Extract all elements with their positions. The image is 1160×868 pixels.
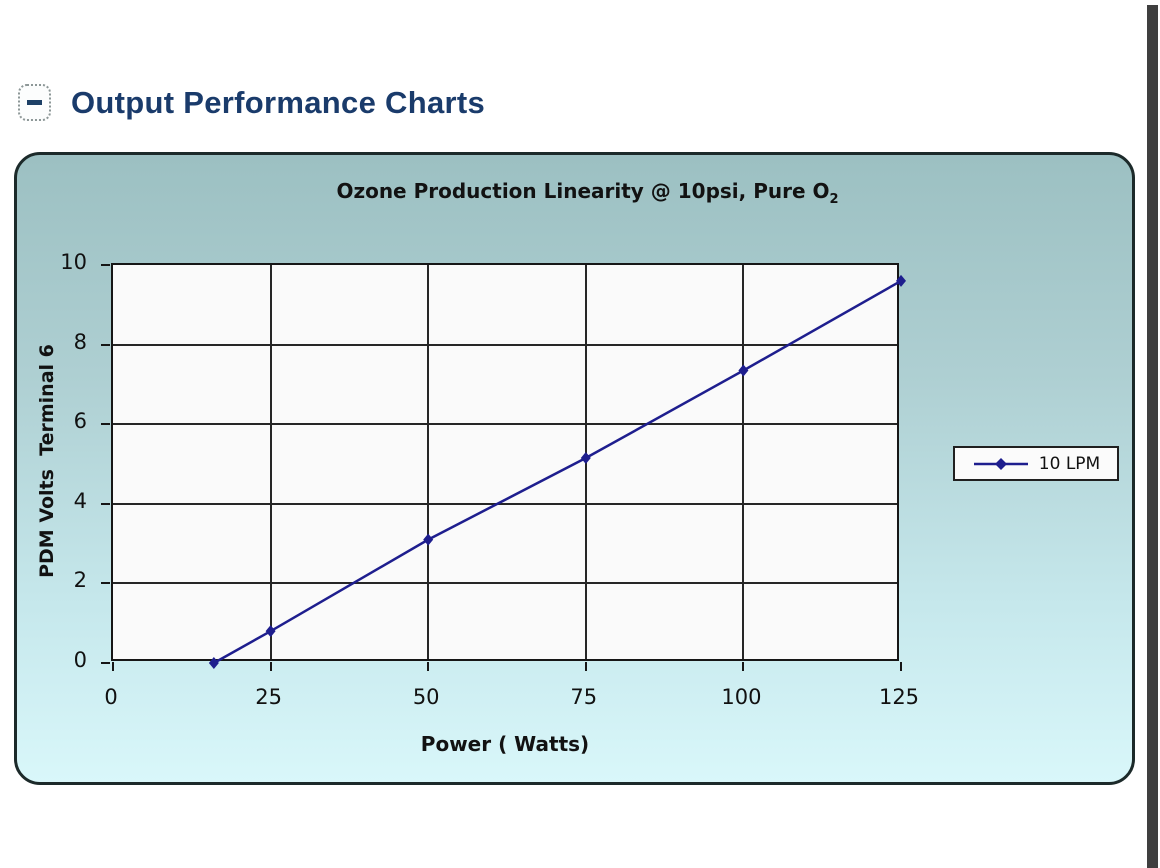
minus-icon bbox=[27, 100, 42, 105]
x-tick-mark bbox=[112, 662, 114, 671]
legend: 10 LPM bbox=[953, 446, 1119, 481]
x-tick-mark bbox=[269, 662, 272, 671]
x-tick-label: 100 bbox=[721, 685, 762, 709]
y-tick-label: 0 bbox=[73, 647, 87, 672]
y-tick-mark bbox=[101, 264, 110, 266]
chart-panel: Ozone Production Linearity @ 10psi, Pure… bbox=[14, 152, 1135, 785]
gridline-horizontal bbox=[113, 343, 897, 346]
x-tick-mark bbox=[584, 662, 587, 671]
y-tick-label: 4 bbox=[73, 488, 87, 513]
data-point-marker bbox=[423, 533, 434, 546]
x-axis-title: Power ( Watts) bbox=[420, 732, 590, 756]
gridline-horizontal bbox=[113, 502, 897, 505]
data-series bbox=[208, 274, 906, 669]
data-point-marker bbox=[738, 364, 749, 377]
x-tick-mark bbox=[742, 662, 745, 671]
y-tick-label: 10 bbox=[60, 249, 87, 274]
gridline-vertical bbox=[742, 265, 745, 659]
y-tick-mark bbox=[101, 502, 110, 505]
series-line bbox=[213, 279, 902, 665]
collapse-section-button[interactable] bbox=[18, 84, 51, 121]
x-tick-mark bbox=[900, 662, 902, 671]
data-point-marker bbox=[265, 625, 276, 638]
y-tick-label: 6 bbox=[73, 408, 87, 433]
page-title: Output Performance Charts bbox=[71, 84, 486, 120]
legend-line-marker-icon bbox=[973, 457, 1028, 470]
x-tick-label: 50 bbox=[412, 685, 440, 709]
gridline-horizontal bbox=[113, 582, 897, 585]
chart-title-subscript: 2 bbox=[829, 192, 839, 207]
gridline-vertical bbox=[269, 265, 272, 659]
y-tick-label: 8 bbox=[73, 329, 87, 354]
x-tick-label: 125 bbox=[878, 685, 920, 709]
chart-title: Ozone Production Linearity @ 10psi, Pure… bbox=[17, 179, 1132, 207]
data-point-marker bbox=[580, 452, 591, 465]
data-point-marker bbox=[896, 274, 906, 287]
y-tick-mark bbox=[101, 423, 110, 426]
y-tick-label: 2 bbox=[73, 568, 87, 593]
x-tick-label: 0 bbox=[104, 685, 118, 709]
x-tick-label: 25 bbox=[255, 685, 282, 709]
legend-diamond-marker bbox=[994, 457, 1007, 470]
x-tick-labels: 0 25 50 75 100 125 bbox=[104, 685, 919, 715]
scan-edge-strip bbox=[1147, 5, 1158, 868]
plot-area bbox=[101, 263, 906, 671]
gridline-vertical bbox=[427, 265, 430, 659]
y-tick-labels: 0 2 4 6 8 10 bbox=[17, 250, 93, 672]
chart-title-text: Ozone Production Linearity @ 10psi, Pure… bbox=[336, 179, 830, 203]
data-point-marker bbox=[208, 657, 219, 669]
legend-label: 10 LPM bbox=[1038, 453, 1101, 474]
y-tick-mark bbox=[101, 343, 110, 346]
gridline-horizontal bbox=[113, 423, 897, 426]
x-tick-label: 75 bbox=[570, 685, 598, 709]
x-tick-mark bbox=[427, 662, 430, 671]
y-tick-mark bbox=[101, 582, 110, 585]
section-header: Output Performance Charts bbox=[18, 84, 485, 121]
y-tick-mark bbox=[101, 662, 110, 664]
